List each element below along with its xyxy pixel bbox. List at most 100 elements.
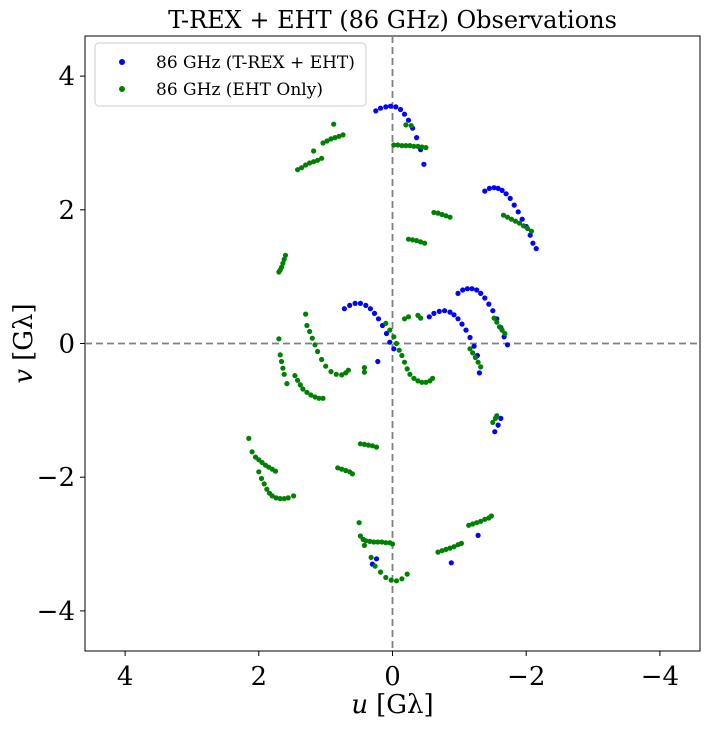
data-point [407, 143, 413, 149]
data-point [361, 542, 367, 549]
data-point [312, 394, 318, 400]
data-point [411, 375, 417, 381]
data-point [307, 160, 313, 166]
data-point [499, 187, 505, 193]
data-point [495, 422, 501, 428]
plot-area [84, 35, 701, 652]
data-point [393, 340, 400, 347]
data-point [508, 216, 515, 222]
data-point [475, 359, 481, 365]
y-axis-label: v [Gλ] [9, 303, 39, 383]
data-point [470, 521, 476, 527]
data-point [356, 520, 362, 526]
chart-title: T-REX + EHT (86 GHz) Observations [168, 6, 617, 34]
data-point [430, 375, 436, 381]
data-point [404, 366, 410, 372]
data-point [471, 343, 477, 349]
data-point [401, 359, 408, 365]
data-point [391, 346, 397, 352]
data-point [300, 386, 306, 392]
data-point [361, 441, 367, 447]
data-point [377, 105, 384, 111]
data-point [401, 316, 408, 322]
data-point [264, 486, 270, 492]
data-point [285, 495, 291, 501]
data-point [491, 185, 497, 191]
data-point [373, 108, 379, 114]
data-point [439, 548, 445, 554]
data-point [511, 202, 517, 208]
legend-marker-trex-eht [119, 59, 125, 65]
data-point [319, 356, 325, 363]
data-point [482, 188, 488, 194]
data-point [447, 214, 453, 220]
data-point [357, 300, 363, 306]
data-point [490, 308, 496, 314]
data-point [443, 546, 449, 553]
y-tick-label: 4 [58, 62, 75, 92]
data-point [414, 238, 420, 244]
data-point [311, 148, 317, 154]
y-axis-unit: [Gλ] [9, 303, 39, 361]
data-point [494, 319, 500, 325]
data-point [439, 211, 445, 218]
data-point [373, 444, 380, 450]
data-point [494, 413, 500, 419]
data-point [261, 481, 267, 487]
data-point [407, 371, 413, 377]
data-point [383, 540, 389, 546]
data-point [475, 532, 481, 539]
data-point [405, 236, 412, 242]
data-point [435, 210, 441, 216]
x-tick-label: 2 [251, 662, 268, 692]
data-point [458, 540, 464, 547]
data-point [393, 104, 399, 110]
data-point [373, 556, 380, 562]
data-point [403, 143, 409, 149]
data-point [421, 161, 427, 167]
data-point [375, 358, 381, 365]
data-point [472, 354, 478, 361]
data-point [399, 576, 405, 582]
data-point [323, 363, 329, 369]
data-point [442, 308, 448, 314]
data-point [404, 571, 410, 577]
points-layer [246, 103, 539, 584]
legend-marker-eht-only [119, 86, 125, 92]
data-point [419, 379, 425, 385]
x-axis-variable: u [351, 690, 368, 720]
data-point [435, 549, 441, 555]
data-point [297, 382, 303, 388]
data-point [320, 395, 326, 401]
data-point [363, 538, 369, 544]
series-0 [341, 103, 539, 567]
data-point [281, 371, 287, 377]
data-point [371, 539, 377, 545]
data-point [335, 465, 341, 471]
data-point [345, 367, 351, 373]
data-point [269, 493, 275, 499]
data-point [299, 165, 305, 171]
data-point [312, 342, 318, 348]
data-point [256, 469, 262, 475]
series-1 [246, 121, 535, 584]
data-point [387, 339, 393, 345]
data-point [387, 327, 393, 333]
data-point [478, 518, 484, 524]
x-axis-label: u [Gλ] [351, 690, 433, 720]
data-point [447, 309, 453, 315]
data-point [401, 111, 408, 117]
data-point [371, 310, 378, 316]
data-point [276, 336, 282, 342]
data-point [455, 290, 461, 296]
data-point [464, 286, 470, 292]
data-point [443, 213, 449, 219]
legend-label-trex-eht: 86 GHz (T-REX + EHT) [156, 53, 355, 73]
data-point [482, 295, 488, 301]
data-point [363, 302, 369, 308]
data-point [426, 314, 432, 320]
data-point [431, 310, 437, 316]
data-point [411, 143, 417, 149]
x-tick-label: 0 [384, 662, 401, 692]
